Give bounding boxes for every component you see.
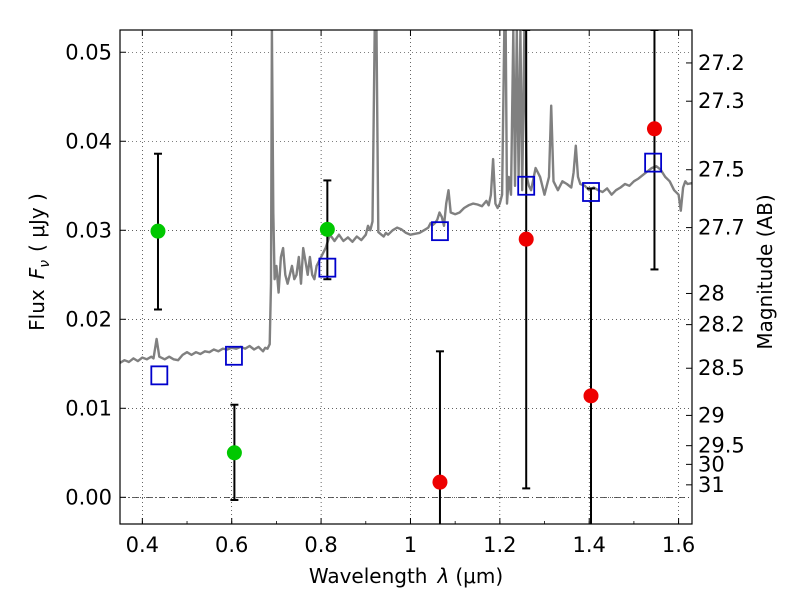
y2-tick-label: 27.7 [698,216,745,240]
y-tick-label: 0.04 [65,129,112,153]
x-tick-label: 1.6 [662,533,695,557]
x-tick-label: 0.8 [304,533,337,557]
red-point [583,388,599,404]
y2-tick-label: 28.2 [698,313,745,337]
y2-tick-label: 29 [698,403,725,427]
x-tick-label: 1 [404,533,417,557]
y-axis-label: FluxFν( μJy ) [25,193,53,331]
model-square [431,221,449,242]
grid [120,30,692,524]
y2-tick-label: 27.5 [698,158,745,182]
model-square [318,257,337,278]
plot-frame [119,29,693,525]
y-tick-label: 0.00 [65,485,112,509]
x-tick-label: 0.6 [215,533,248,557]
green-point [319,221,335,237]
red-point [646,121,662,137]
axis-ticks: 0.4 0.6 0.8 1 1.2 1.4 1.6 0.00 0.01 0.02 0.03 0.04 0… [65,30,745,557]
y2-tick-label: 29.5 [698,434,745,458]
green-point [150,223,166,239]
y2-tick-label: 28.5 [698,356,745,380]
red-point [518,231,534,247]
model-square [517,175,536,196]
y-tick-label: 0.01 [65,396,112,420]
y2-tick-label: 27.3 [698,89,745,113]
y-tick-label: 0.03 [65,218,112,242]
y-tick-label: 0.05 [65,40,112,64]
y2-axis-label: Magnitude (AB) [753,194,777,349]
model-square [225,345,243,366]
x-tick-label: 1.4 [573,533,606,557]
model-square [582,182,600,202]
x-tick-label: 0.4 [126,533,159,557]
y2-tick-label: 31 [698,473,725,497]
y-tick-label: 0.02 [65,307,112,331]
red-point [432,474,448,490]
x-tick-label: 1.2 [483,533,516,557]
x-axis-label: Wavelength λ (μm) [309,564,503,588]
axis-labels: Wavelength λ (μm) FluxFν( μJy ) Magnitude … [25,193,777,588]
y2-tick-label: 27.2 [698,51,745,75]
spectrum-line [120,30,692,364]
y2-tick-label: 30 [698,452,725,476]
model-square [644,152,663,173]
series-layer [120,30,692,524]
model-square [150,365,169,386]
green-point [226,445,242,461]
y2-tick-label: 28 [698,281,725,305]
